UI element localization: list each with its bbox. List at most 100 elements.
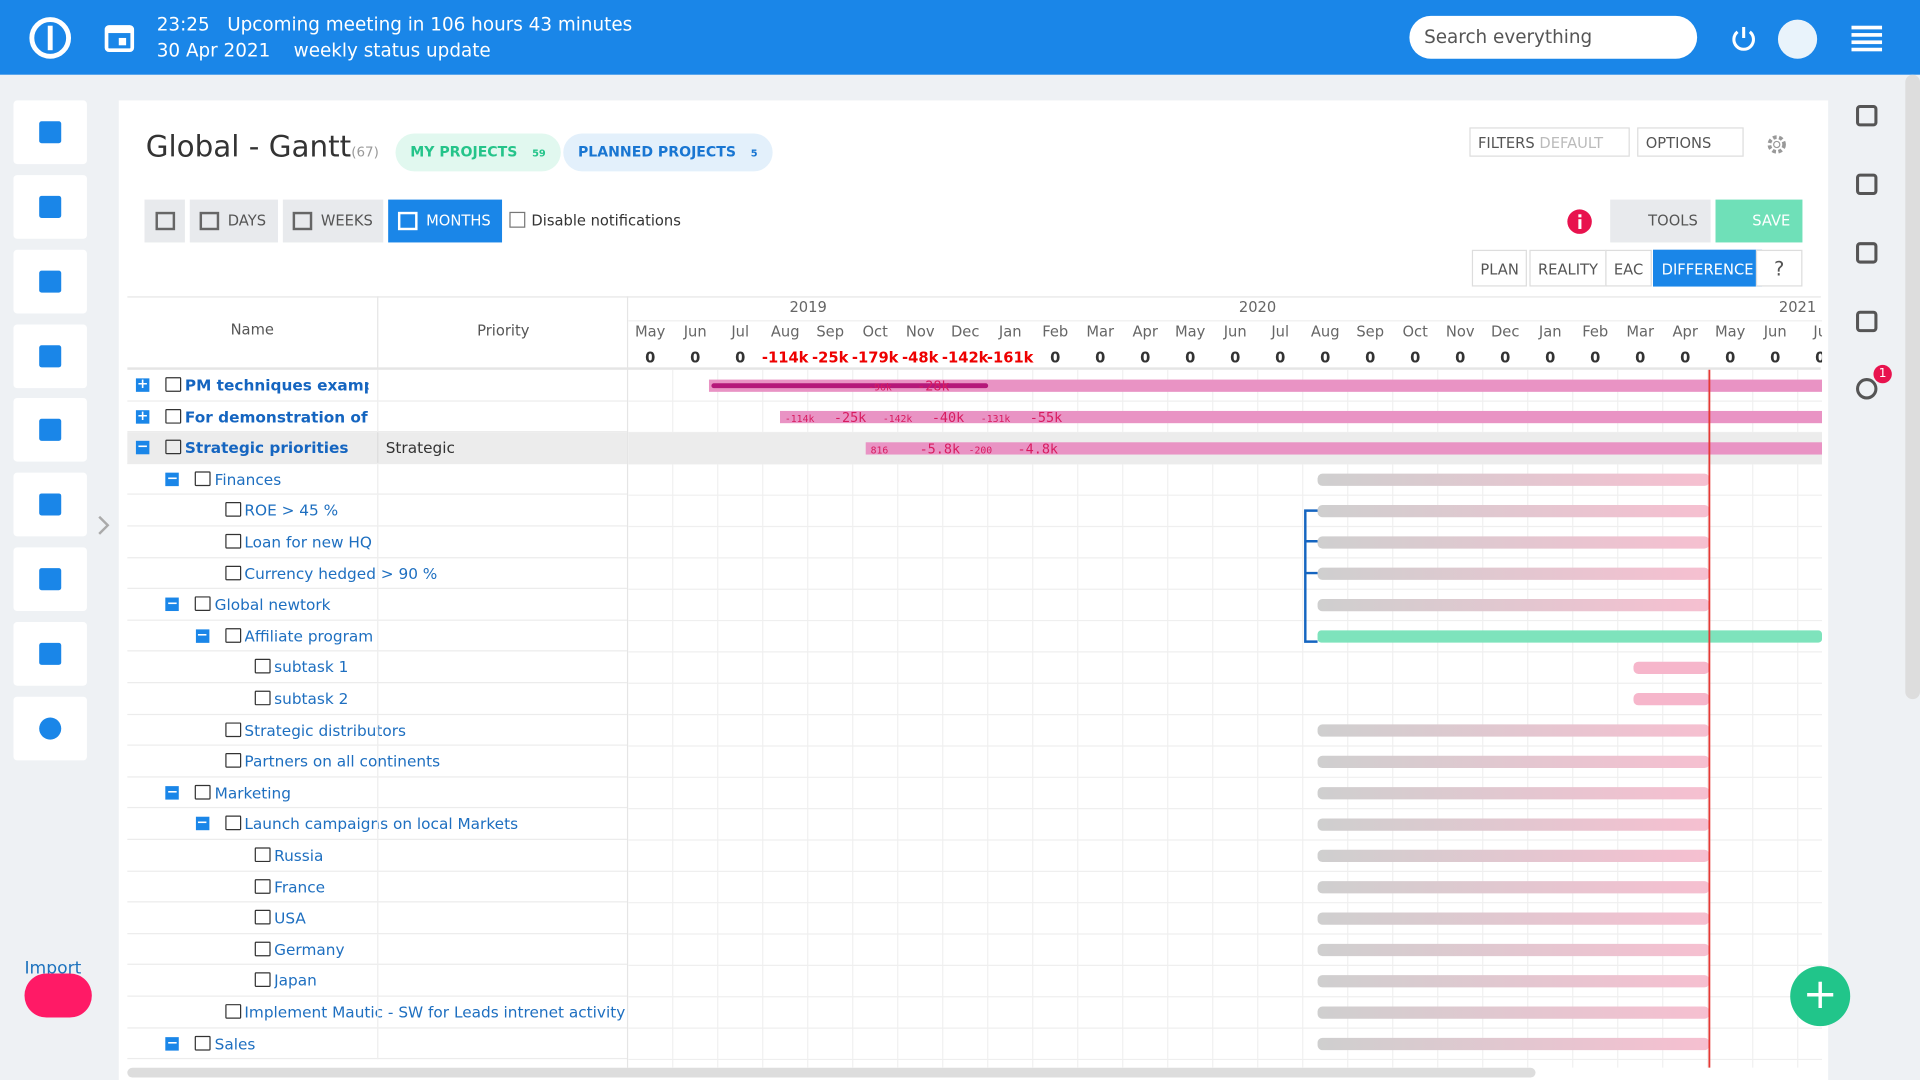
task-name[interactable]: Global newtork bbox=[214, 595, 331, 614]
task-row[interactable]: − Finances bbox=[127, 463, 627, 496]
task-name[interactable]: Germany bbox=[274, 940, 345, 959]
menu-icon[interactable] bbox=[1851, 24, 1883, 52]
task-name[interactable]: Finances bbox=[214, 469, 282, 489]
task-name[interactable]: For demonstration of B bbox=[184, 407, 369, 426]
notifications-checkbox[interactable]: Disable notifications bbox=[509, 211, 681, 229]
expand-toggle[interactable]: + bbox=[135, 407, 150, 424]
calendar-icon[interactable] bbox=[104, 22, 136, 54]
task-name[interactable]: Implement Mautic - SW for Leads intrenet… bbox=[244, 1002, 629, 1022]
task-name[interactable]: subtask 2 bbox=[274, 689, 349, 708]
task-name[interactable]: PM techniques example bbox=[184, 375, 369, 395]
sidebar-item[interactable] bbox=[13, 696, 87, 761]
task-name[interactable]: Marketing bbox=[214, 783, 291, 802]
meeting[interactable]: Upcoming meeting in 106 hours 43 minutes bbox=[227, 13, 633, 36]
expand-toggle[interactable]: − bbox=[165, 783, 180, 800]
expand-toggle[interactable]: − bbox=[195, 814, 209, 831]
import-button[interactable] bbox=[24, 973, 92, 1018]
right-icon[interactable] bbox=[1851, 100, 1883, 132]
right-icon[interactable] bbox=[1851, 238, 1883, 270]
expand-toggle[interactable]: + bbox=[135, 375, 150, 392]
task-row[interactable]: subtask 2 bbox=[127, 683, 627, 715]
info-icon[interactable] bbox=[1566, 208, 1593, 235]
task-name[interactable]: Strategic distributors bbox=[244, 720, 407, 740]
weeks-button[interactable]: WEEKS bbox=[282, 199, 384, 243]
task-row[interactable]: Loan for new HQ bbox=[127, 526, 627, 558]
task-name[interactable]: Currency hedged > 90 % bbox=[244, 563, 438, 583]
h-scrollbar[interactable] bbox=[127, 1067, 1536, 1078]
expand-toggle[interactable]: − bbox=[195, 626, 209, 643]
mode-button[interactable]: DIFFERENCE bbox=[1653, 249, 1763, 287]
tab[interactable]: MY PROJECTS 59 bbox=[395, 133, 561, 172]
task-row[interactable]: Currency hedged > 90 % bbox=[127, 557, 627, 590]
task-row[interactable]: subtask 1 bbox=[127, 651, 627, 684]
expand-toggle[interactable]: − bbox=[165, 595, 180, 612]
task-row[interactable]: France bbox=[127, 871, 627, 903]
power-icon[interactable] bbox=[1729, 24, 1758, 53]
avatar[interactable] bbox=[1777, 18, 1819, 60]
mode-button[interactable]: PLAN bbox=[1471, 249, 1528, 287]
calendar-button[interactable] bbox=[144, 199, 185, 243]
add-button[interactable]: + bbox=[1790, 966, 1851, 1027]
sidebar-item[interactable] bbox=[13, 622, 87, 686]
task-name[interactable]: Japan bbox=[274, 971, 317, 990]
task-name[interactable]: ROE > 45 % bbox=[244, 501, 339, 520]
task-row[interactable]: − Strategic priorities Strategic bbox=[127, 432, 627, 464]
options-select[interactable]: OPTIONS bbox=[1637, 127, 1744, 157]
logo[interactable] bbox=[27, 15, 76, 64]
task-name[interactable]: USA bbox=[274, 908, 306, 928]
task-row[interactable]: Japan bbox=[127, 965, 627, 997]
help-button[interactable]: ? bbox=[1755, 249, 1803, 287]
task-row[interactable]: − Affiliate program bbox=[127, 620, 627, 652]
task-row[interactable]: − Marketing bbox=[127, 777, 627, 809]
sidebar-item[interactable] bbox=[13, 175, 87, 239]
task-row[interactable]: + PM techniques example bbox=[127, 369, 627, 402]
task-row[interactable]: − Launch campaigns on local Markets bbox=[127, 808, 627, 840]
sidebar-item[interactable] bbox=[13, 472, 87, 537]
save-button[interactable]: SAVE bbox=[1715, 199, 1803, 243]
task-row[interactable]: Russia bbox=[127, 840, 627, 872]
task-row[interactable]: Partners on all continents bbox=[127, 745, 627, 778]
meeting-title[interactable]: weekly status update bbox=[293, 39, 491, 62]
expand-toggle[interactable]: − bbox=[165, 469, 180, 486]
task-row[interactable]: Implement Mautic - SW for Leads intrenet… bbox=[127, 996, 629, 1029]
task-row[interactable]: + For demonstration of B bbox=[127, 401, 627, 433]
settings-icon[interactable] bbox=[1766, 133, 1788, 155]
expand-toggle[interactable]: − bbox=[135, 438, 150, 455]
task-row[interactable]: USA bbox=[127, 902, 627, 935]
task-row[interactable]: − Sales bbox=[127, 1028, 627, 1060]
task-name[interactable]: Launch campaigns on local Markets bbox=[244, 814, 519, 834]
scrollbar[interactable] bbox=[1905, 74, 1920, 700]
task-name[interactable]: Partners on all continents bbox=[244, 752, 441, 771]
sidebar-toggle[interactable] bbox=[96, 514, 113, 536]
task-name[interactable]: Affiliate program bbox=[244, 626, 374, 646]
tab[interactable]: PLANNED PROJECTS 5 bbox=[563, 133, 773, 172]
task-name[interactable]: subtask 1 bbox=[274, 658, 349, 677]
months-button[interactable]: MONTHS bbox=[388, 199, 503, 243]
sidebar-item[interactable] bbox=[13, 249, 87, 314]
task-name[interactable]: Russia bbox=[274, 846, 324, 865]
tools-button[interactable]: TOOLS bbox=[1610, 199, 1711, 243]
mode-button[interactable]: REALITY bbox=[1529, 249, 1607, 287]
task-row[interactable]: − Global newtork bbox=[127, 589, 627, 621]
column-header[interactable]: Priority bbox=[377, 296, 628, 370]
sidebar-item[interactable] bbox=[13, 397, 87, 462]
right-icon[interactable] bbox=[1851, 373, 1883, 405]
task-name[interactable]: France bbox=[274, 877, 326, 896]
column-header[interactable]: Name bbox=[230, 320, 274, 338]
task-row[interactable]: Strategic distributors bbox=[127, 714, 627, 746]
import-label[interactable]: Import bbox=[24, 958, 82, 979]
filters-select[interactable]: FILTERS DEFAULT bbox=[1469, 127, 1630, 157]
days-button[interactable]: DAYS bbox=[189, 199, 278, 243]
right-icon[interactable] bbox=[1851, 306, 1883, 338]
sidebar-item[interactable] bbox=[13, 100, 87, 165]
task-name[interactable]: Sales bbox=[214, 1034, 256, 1053]
task-row[interactable]: Germany bbox=[127, 934, 627, 966]
search-box[interactable]: Search everything bbox=[1409, 15, 1698, 59]
expand-toggle[interactable]: − bbox=[165, 1034, 180, 1051]
sidebar-item[interactable] bbox=[13, 324, 87, 389]
task-row[interactable]: ROE > 45 % bbox=[127, 495, 627, 527]
task-name[interactable]: Strategic priorities bbox=[184, 438, 349, 457]
right-icon[interactable] bbox=[1851, 169, 1883, 201]
task-name[interactable]: Loan for new HQ bbox=[244, 532, 372, 552]
mode-button[interactable]: EAC bbox=[1605, 249, 1652, 287]
